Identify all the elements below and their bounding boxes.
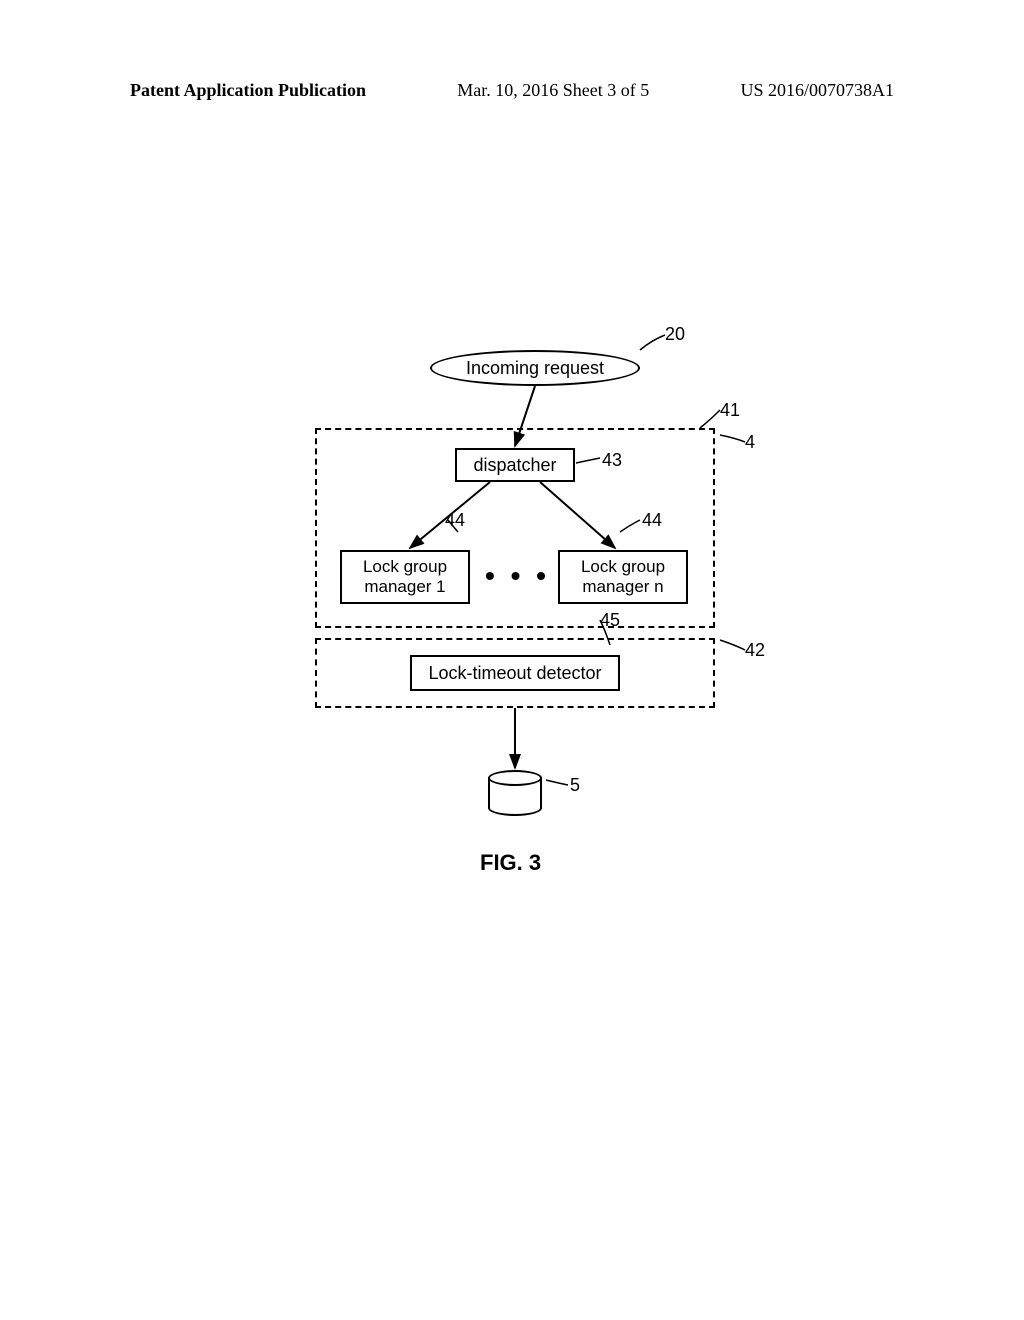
figure-3: Incoming request dispatcher Lock group m… bbox=[280, 350, 760, 870]
header-mid: Mar. 10, 2016 Sheet 3 of 5 bbox=[457, 80, 649, 101]
leader-lines bbox=[280, 320, 770, 840]
figure-caption: FIG. 3 bbox=[480, 850, 541, 876]
page-header: Patent Application Publication Mar. 10, … bbox=[0, 80, 1024, 101]
header-right: US 2016/0070738A1 bbox=[740, 80, 894, 101]
header-left: Patent Application Publication bbox=[130, 80, 366, 101]
